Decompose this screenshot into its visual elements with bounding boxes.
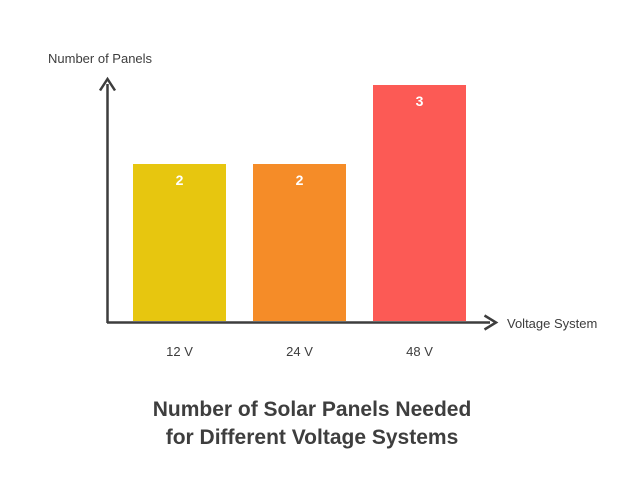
x-tick-label: 24 V: [286, 344, 313, 359]
bar-12v: 2: [133, 164, 226, 321]
chart-title: Number of Solar Panels Needed for Differ…: [0, 396, 624, 452]
x-axis-arrowhead-icon: [483, 314, 499, 331]
x-axis-label: Voltage System: [507, 316, 598, 331]
bar-value-label: 2: [295, 172, 304, 188]
x-tick-label: 48 V: [406, 344, 433, 359]
x-tick-label: 12 V: [166, 344, 193, 359]
bar-value-label: 2: [175, 172, 184, 188]
y-axis-label: Number of Panels: [48, 51, 153, 66]
bar-24v: 2: [253, 164, 346, 321]
bar-48v: 3: [373, 85, 466, 321]
y-axis-arrowhead-icon: [98, 76, 117, 92]
bar-value-label: 3: [415, 93, 424, 109]
chart-title-line-1: Number of Solar Panels Needed: [152, 398, 472, 421]
chart-title-line-2: for Different Voltage Systems: [165, 426, 459, 449]
